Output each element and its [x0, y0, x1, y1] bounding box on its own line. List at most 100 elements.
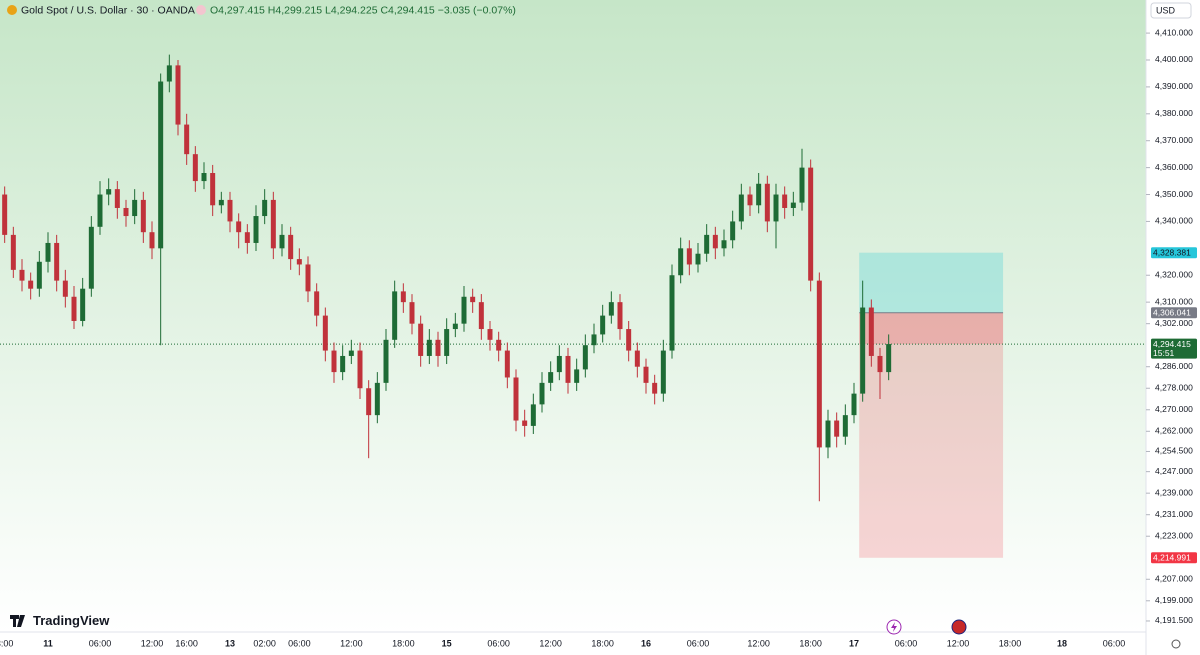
candle-body — [582, 345, 588, 370]
y-tick-label: 4,380.000 — [1155, 108, 1193, 118]
current-loss-zone — [859, 312, 1004, 345]
stop-badge-label: 4,214.991 — [1153, 553, 1191, 563]
candle-body — [600, 315, 606, 335]
candle-body — [114, 189, 120, 208]
brand-name: TradingView — [33, 613, 110, 628]
candle-body — [504, 350, 510, 378]
candle-body — [331, 350, 337, 373]
y-tick-label: 4,340.000 — [1155, 216, 1193, 226]
candle-body — [496, 339, 502, 351]
last-price-badge — [1151, 338, 1197, 359]
candle-body — [409, 302, 415, 324]
candle-body — [816, 280, 822, 448]
candle-body — [88, 226, 94, 289]
candle-body — [825, 420, 831, 448]
candle-body — [314, 291, 320, 316]
candle-body — [175, 65, 181, 125]
x-tick-label: 18 — [1057, 638, 1067, 648]
x-tick-label: 18:00 — [799, 638, 822, 648]
candle-body — [851, 393, 857, 416]
y-tick-label: 4,410.000 — [1155, 27, 1193, 37]
settings-icon[interactable] — [1171, 639, 1181, 649]
candle-body — [782, 194, 788, 208]
candle-body — [747, 194, 753, 206]
brand-logo — [10, 615, 25, 627]
candle-body — [270, 199, 276, 249]
x-tick-label: 06:00 — [89, 638, 112, 648]
candle-body — [2, 194, 8, 235]
y-tick-label: 4,390.000 — [1155, 81, 1193, 91]
x-tick-label: 16 — [641, 638, 651, 648]
y-tick-label: 4,360.000 — [1155, 162, 1193, 172]
candle-body — [392, 291, 398, 340]
x-tick-label: 16:00 — [175, 638, 198, 648]
candle-body — [218, 199, 224, 206]
candle-body — [721, 240, 727, 249]
candle-body — [808, 167, 814, 281]
currency-label[interactable]: USD — [1156, 5, 1176, 15]
candle-body — [435, 339, 441, 356]
candle-body — [868, 307, 874, 356]
candle-body — [97, 194, 103, 227]
candle-body — [548, 372, 554, 383]
event-icon-bolt — [891, 622, 897, 632]
candle-body — [106, 189, 112, 195]
candle-body — [201, 172, 207, 182]
candle-body — [227, 199, 233, 222]
y-tick-label: 4,223.000 — [1155, 530, 1193, 540]
y-tick-label: 4,191.500 — [1155, 615, 1193, 625]
candle-body — [296, 259, 302, 265]
candle-body — [478, 302, 484, 330]
y-tick-label: 4,310.000 — [1155, 296, 1193, 306]
x-tick-label: 13 — [225, 638, 235, 648]
candle-body — [36, 261, 42, 289]
economic-event-icon[interactable] — [951, 619, 967, 635]
candle-body — [210, 172, 216, 206]
y-tick-label: 4,199.000 — [1155, 595, 1193, 605]
candle-body — [886, 344, 892, 373]
candle-body — [686, 248, 692, 265]
candle-body — [643, 366, 649, 383]
candle-body — [71, 296, 77, 321]
y-tick-label: 4,254.500 — [1155, 446, 1193, 456]
candle-body — [842, 415, 848, 437]
candle-body — [834, 420, 840, 437]
x-tick-label: 18:00 — [999, 638, 1022, 648]
candle-body — [608, 302, 614, 316]
candle-body — [738, 194, 744, 222]
candle-body — [669, 275, 675, 351]
candle-body — [574, 369, 580, 383]
x-tick-label: 06:00 — [895, 638, 918, 648]
candle-body — [253, 216, 259, 243]
x-tick-label: 12:00 — [141, 638, 164, 648]
loss-zone — [859, 312, 1004, 558]
candle-body — [348, 350, 354, 356]
entry-badge-label: 4,306.041 — [1153, 308, 1191, 318]
x-tick-label: 12:00 — [539, 638, 562, 648]
x-tick-label: 15 — [442, 638, 452, 648]
candle-body — [400, 291, 406, 303]
candle-body — [28, 280, 34, 289]
candle-body — [712, 234, 718, 249]
candle-body — [158, 81, 164, 249]
currency-button[interactable] — [1150, 2, 1192, 19]
candle-body — [366, 388, 372, 416]
candle-body — [565, 355, 571, 383]
candle-body — [374, 382, 380, 416]
x-tick-label: 12:00 — [947, 638, 970, 648]
candle-body — [539, 382, 545, 405]
y-tick-label: 4,286.000 — [1155, 361, 1193, 371]
y-tick-label: 4,231.000 — [1155, 509, 1193, 519]
candle-body — [452, 323, 458, 330]
candle-body — [756, 183, 762, 206]
x-tick-label: 17 — [849, 638, 859, 648]
y-tick-label: 4,239.000 — [1155, 487, 1193, 497]
candle-body — [149, 232, 155, 249]
candle-body — [19, 269, 25, 281]
candle-body — [132, 199, 138, 217]
candle-body — [704, 234, 710, 254]
candle-body — [140, 199, 146, 233]
countdown-label: 15:51 — [1153, 348, 1175, 358]
